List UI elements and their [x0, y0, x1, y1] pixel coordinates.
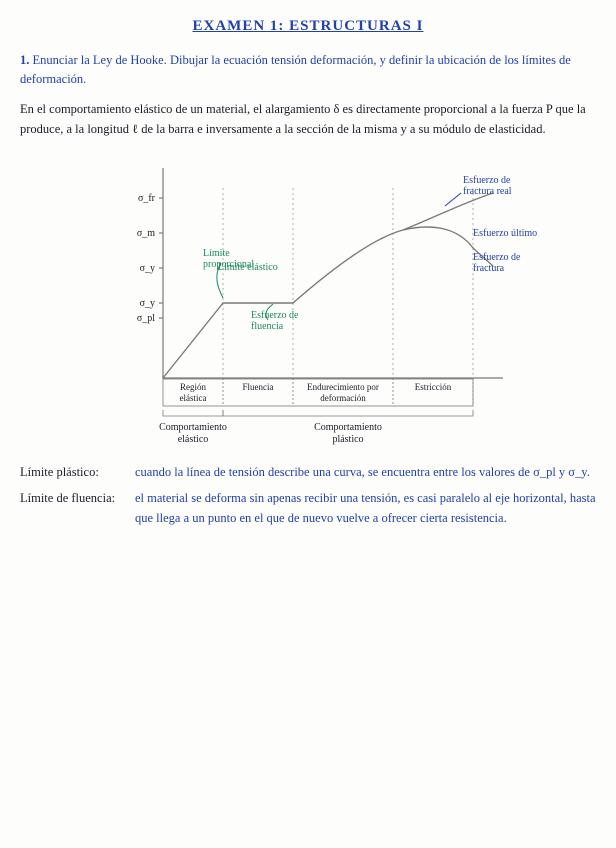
curve-hardening	[293, 227, 473, 303]
annotation-label: Esfuerzo último	[473, 228, 537, 239]
region-label: Fluencia	[243, 382, 274, 392]
definition-row: Límite de fluencia:el material se deform…	[20, 488, 596, 528]
region-brace	[163, 410, 223, 416]
behaviour-label: Comportamiento	[159, 422, 227, 433]
definition-body: cuando la línea de tensión describe una …	[135, 462, 596, 482]
annotation-label: fluencia	[251, 321, 284, 332]
annotation-label: Esfuerzo de	[473, 252, 521, 263]
question-text: Enunciar la Ley de Hooke. Dibujar la ecu…	[20, 53, 571, 86]
behaviour-label: plástico	[332, 434, 363, 445]
annotation-label: fractura real	[463, 186, 512, 197]
answer-paragraph-1: En el comportamiento elástico de un mate…	[20, 99, 596, 140]
question-number: 1.	[20, 53, 29, 67]
behaviour-label: Comportamiento	[314, 422, 382, 433]
annotation-label: Esfuerzo de	[251, 310, 299, 321]
region-label: Endurecimiento por	[307, 382, 379, 392]
annotation-label: Esfuerzo de	[463, 175, 511, 186]
y-tick-label: σ_y	[140, 263, 155, 274]
region-label: elástica	[180, 393, 207, 403]
definition-term: Límite plástico:	[20, 462, 135, 482]
region-label: deformación	[320, 393, 366, 403]
behaviour-label: elástico	[178, 434, 209, 445]
annotation-label: Límite	[203, 248, 230, 259]
definition-body: el material se deforma sin apenas recibi…	[135, 488, 596, 528]
annotation-leader	[445, 193, 461, 206]
stress-strain-chart: σ_fr σ_m σ_y σ_y σ_pl Regiónelástica Fluencia E…	[20, 148, 596, 448]
definition-row: Límite plástico:cuando la línea de tensi…	[20, 462, 596, 482]
y-tick-label: σ_m	[137, 228, 155, 239]
question-prompt: 1. Enunciar la Ley de Hooke. Dibujar la …	[20, 51, 596, 89]
curve-elastic	[163, 303, 223, 378]
annotation-label: Límite elástico	[218, 262, 278, 273]
y-tick-label: σ_fr	[138, 193, 156, 204]
annotation-label: fractura	[473, 263, 505, 274]
y-tick-label: σ_y	[140, 298, 155, 309]
definition-term: Límite de fluencia:	[20, 488, 135, 528]
y-tick-label: σ_pl	[137, 313, 155, 324]
region-label: Región	[180, 382, 206, 392]
curve-fracture-real	[403, 193, 493, 230]
region-label: Estricción	[415, 382, 452, 392]
page-title: EXAMEN 1: ESTRUCTURAS I	[20, 18, 596, 35]
region-brace	[223, 410, 473, 416]
chart-svg: σ_fr σ_m σ_y σ_y σ_pl Regiónelástica Fluencia E…	[73, 148, 543, 448]
definitions-block: Límite plástico:cuando la línea de tensi…	[20, 462, 596, 528]
